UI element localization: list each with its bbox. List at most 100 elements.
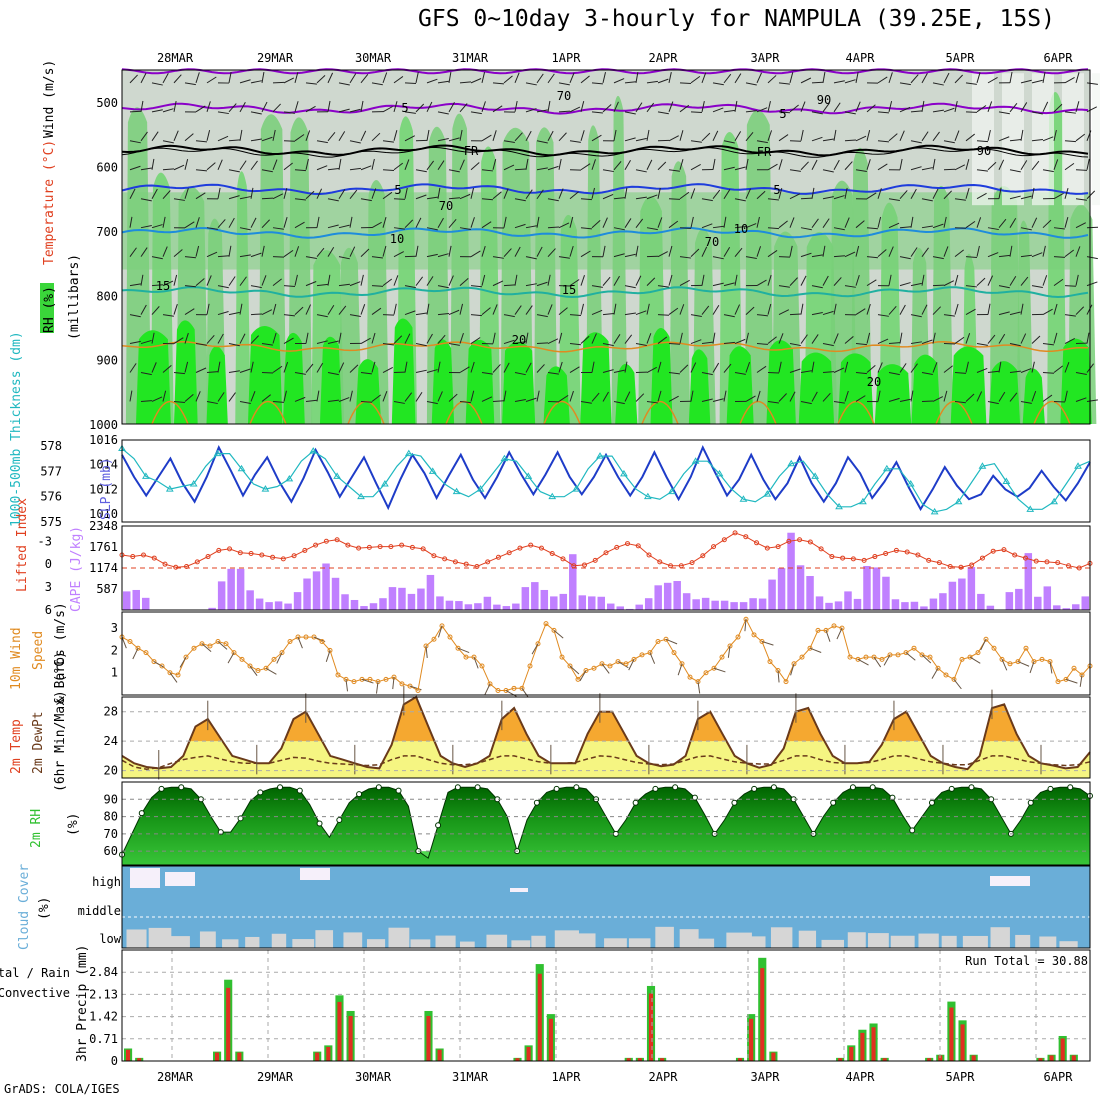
cape-bar [644,598,653,610]
wind-speed-marker [751,632,757,638]
wind-barb [1009,370,1021,374]
wind-barb [129,314,141,318]
wind-barb [316,390,320,402]
lifted-index-marker [668,563,674,569]
wind-speed-marker [559,654,565,660]
wind-barb [393,335,403,344]
wind-barb [492,280,504,287]
wind-barb [635,218,644,228]
thickness-marker [1026,505,1035,512]
cape-bar [739,602,748,610]
wind-speed-marker [463,654,469,660]
wind-barb [745,361,751,373]
wind-speed-marker [231,650,237,656]
wind-barb [1009,311,1021,316]
wind-barb [657,285,669,288]
wind-barb [569,343,581,346]
wind-barb [811,311,823,316]
wind-barb [514,198,526,202]
wind-barb [184,82,196,86]
lifted-index-marker [538,545,544,551]
wind-barb [690,362,697,373]
wind-barb [591,219,601,229]
surface-wind-barb [1029,661,1035,674]
wind-barb [305,190,315,200]
wind-speed-marker [615,659,621,665]
wind-barb [624,253,636,258]
wind-barb [723,246,731,257]
convective-bar [548,1018,553,1061]
wind-speed-marker [959,656,965,662]
wind-barb [349,314,361,317]
wind-barb [536,390,540,402]
rh-marker [1067,784,1074,791]
high-cloud-gap [300,868,330,880]
wind-speed-marker [823,627,829,633]
wind-barb [228,71,232,83]
wind-barb [701,72,707,84]
wind-barb [250,217,257,228]
cape-bar [227,568,235,610]
wind-barb [712,305,720,315]
wind-barb [239,303,243,315]
wind-barb [943,190,953,200]
wind-barb [954,227,967,229]
wind-barb [932,109,944,113]
wind-barb [646,333,652,344]
wind-barb [316,188,323,199]
wind-barb [690,248,700,258]
wind-barb [173,372,185,375]
wind-speed-marker [583,667,589,673]
wind-axis-label-2: Speed [31,631,46,670]
surface-wind-barb [809,647,822,653]
wind-barb [294,306,304,315]
low-cloud-block [578,933,596,948]
wind-speed-marker [247,663,253,669]
temperature-contour [121,341,1089,353]
cape-bar [588,596,596,610]
wind-barb [668,395,679,402]
wind-barb [932,332,936,344]
wind-barb [734,274,738,286]
wind-speed-marker [527,663,533,669]
wind-speed-marker [783,679,789,685]
wind-barb [228,139,241,142]
wind-barb [833,367,845,373]
wind-barb [734,304,741,315]
low-cloud-block [292,939,315,948]
cape-bar [607,603,615,610]
rh-axis-label: RH (%) [42,286,57,333]
date-label-bottom: 30MAR [355,1070,392,1084]
wind-barb [1053,332,1058,344]
wind-barb [261,71,265,83]
wind-barb [921,167,933,171]
contour-label: 20 [512,333,526,347]
wind-barb [602,312,614,316]
cape-tick: 1174 [89,561,118,575]
surface-wind-barb [873,656,882,668]
cape-bar [977,593,985,610]
wind-speed-marker [415,688,421,694]
wind-barb [151,188,158,199]
wind-barb [272,159,278,170]
rh-marker [573,784,580,791]
wind-speed-marker [263,665,269,671]
cape-bar [284,603,292,610]
wind-speed-marker [215,639,221,645]
wind-barb [195,217,200,228]
wind-speed-marker [223,641,229,647]
lifted-index-axis-label: Lifted Index [15,498,30,592]
lifted-index-marker [356,545,362,551]
wind-barb [591,392,600,402]
wind-barb [151,131,159,142]
wind-barb [624,81,636,84]
wind-barb [1042,394,1053,402]
wind-barb [1009,169,1021,173]
wind-barb [987,227,999,231]
wind-barb [690,188,696,199]
wind-barb [943,140,955,144]
wind-barb [470,187,475,199]
rh-band [173,320,198,424]
high-cloud-gap [165,872,195,886]
low-cloud-block [698,938,715,948]
